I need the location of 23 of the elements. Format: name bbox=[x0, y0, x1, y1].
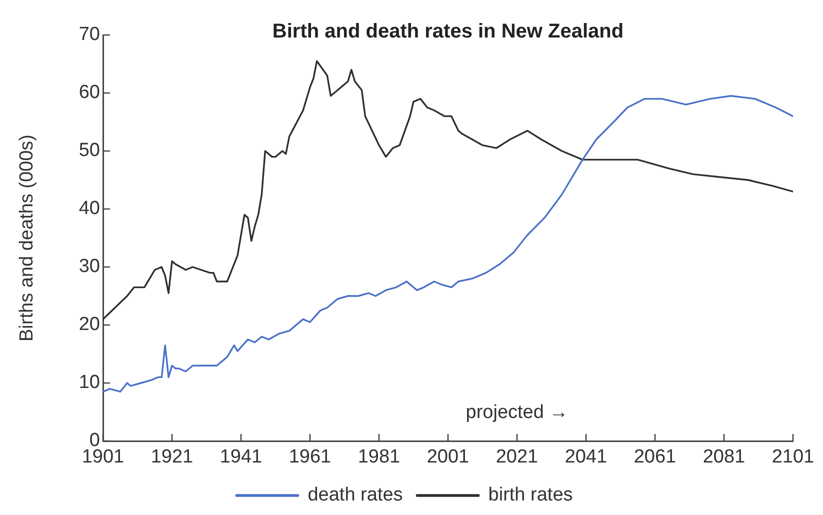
x-tick-label: 2001 bbox=[426, 446, 470, 468]
annotation: projected → bbox=[466, 402, 568, 424]
x-tick-label: 1961 bbox=[288, 446, 332, 468]
x-tick-label: 2041 bbox=[564, 446, 608, 468]
legend-label: birth rates bbox=[488, 484, 573, 506]
x-tick-label: 2081 bbox=[702, 446, 746, 468]
y-axis-title: Births and deaths (000s) bbox=[16, 134, 38, 342]
x-tick-label: 1901 bbox=[82, 446, 124, 468]
x-tick-label: 1981 bbox=[358, 446, 400, 468]
x-tick-label: 1941 bbox=[220, 446, 262, 468]
x-tick-label: 2101 bbox=[772, 446, 814, 468]
chart-title: Birth and death rates in New Zealand bbox=[272, 20, 624, 43]
x-tick-label: 2061 bbox=[634, 446, 676, 468]
y-tick-label: 50 bbox=[78, 140, 100, 162]
y-tick-label: 30 bbox=[78, 256, 100, 278]
y-tick-label: 10 bbox=[78, 372, 100, 394]
x-tick-label: 1921 bbox=[150, 446, 194, 468]
y-tick-label: 60 bbox=[78, 82, 100, 104]
x-tick-label: 2021 bbox=[496, 446, 538, 468]
y-tick-label: 40 bbox=[78, 198, 100, 220]
y-tick-label: 20 bbox=[78, 314, 100, 336]
y-tick-label: 70 bbox=[78, 24, 100, 46]
legend-label: death rates bbox=[308, 484, 403, 506]
